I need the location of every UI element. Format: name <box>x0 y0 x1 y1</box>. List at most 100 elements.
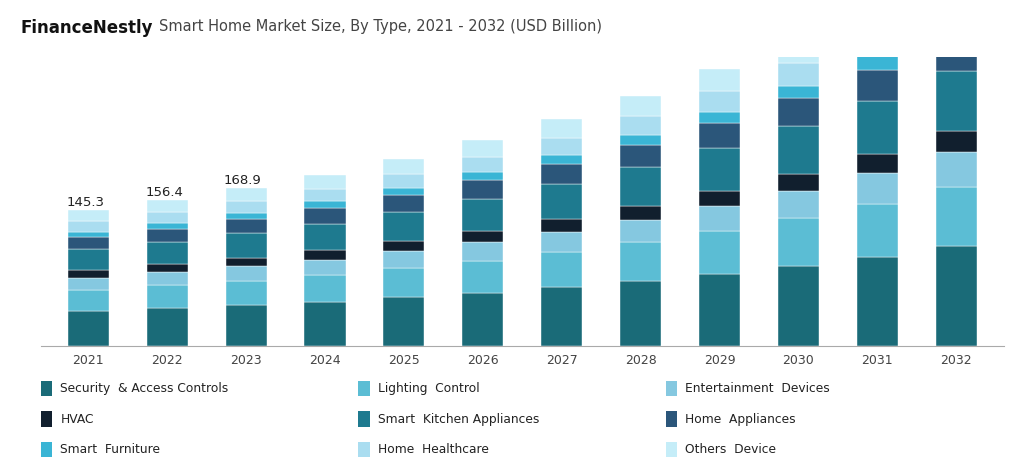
Bar <box>541 164 583 184</box>
Bar <box>936 187 977 246</box>
Bar <box>857 30 898 56</box>
Text: Smart  Furniture: Smart Furniture <box>60 443 161 456</box>
Bar <box>383 188 424 195</box>
Bar <box>462 199 504 231</box>
Bar <box>621 145 662 167</box>
Bar <box>699 148 740 191</box>
Text: Others  Device: Others Device <box>685 443 776 456</box>
Bar <box>621 281 662 346</box>
Bar <box>68 311 109 346</box>
Bar <box>68 231 109 237</box>
Bar <box>541 119 583 137</box>
Bar <box>68 249 109 270</box>
Bar <box>304 201 345 208</box>
Bar <box>699 112 740 123</box>
Bar <box>225 305 266 346</box>
Text: Security  & Access Controls: Security & Access Controls <box>60 382 228 395</box>
Bar <box>68 237 109 249</box>
Bar <box>225 233 266 258</box>
Bar <box>68 221 109 231</box>
Bar <box>778 63 819 86</box>
Bar <box>383 241 424 251</box>
Bar <box>857 3 898 30</box>
Bar <box>304 301 345 346</box>
Bar <box>541 252 583 287</box>
Bar <box>304 189 345 201</box>
Bar <box>304 208 345 224</box>
Bar <box>462 157 504 172</box>
Bar <box>541 287 583 346</box>
Bar <box>462 181 504 199</box>
Bar <box>68 290 109 311</box>
Bar <box>383 212 424 241</box>
Bar <box>936 131 977 152</box>
Bar <box>462 261 504 292</box>
Bar <box>225 201 266 213</box>
Bar <box>304 260 345 275</box>
Text: 145.3: 145.3 <box>67 196 104 209</box>
Bar <box>936 36 977 71</box>
Bar <box>304 250 345 260</box>
Bar <box>857 56 898 70</box>
Bar <box>936 246 977 346</box>
Bar <box>225 266 266 281</box>
Bar <box>462 292 504 346</box>
Text: FinanceNestly: FinanceNestly <box>20 19 153 37</box>
Bar <box>778 98 819 126</box>
Text: Smart  Kitchen Appliances: Smart Kitchen Appliances <box>378 412 540 426</box>
Bar <box>146 223 187 228</box>
Bar <box>383 251 424 268</box>
Bar <box>621 220 662 242</box>
Bar <box>146 200 187 212</box>
Bar <box>541 137 583 155</box>
Bar <box>699 91 740 112</box>
Bar <box>857 173 898 203</box>
Bar <box>621 167 662 206</box>
Bar <box>146 228 187 242</box>
Bar <box>541 184 583 219</box>
Bar <box>68 278 109 290</box>
Bar <box>699 69 740 91</box>
Text: Entertainment  Devices: Entertainment Devices <box>685 382 829 395</box>
Bar <box>699 274 740 346</box>
Bar <box>857 100 898 154</box>
Bar <box>225 281 266 305</box>
Bar <box>778 126 819 173</box>
Bar <box>699 206 740 231</box>
Bar <box>778 191 819 219</box>
Bar <box>778 219 819 266</box>
Bar <box>936 0 977 21</box>
Bar <box>936 71 977 131</box>
Bar <box>778 266 819 346</box>
Text: Smart Home Market Size, By Type, 2021 - 2032 (USD Billion): Smart Home Market Size, By Type, 2021 - … <box>159 19 602 34</box>
Bar <box>778 86 819 98</box>
Bar <box>225 258 266 266</box>
Bar <box>304 224 345 250</box>
Bar <box>225 219 266 233</box>
Bar <box>383 173 424 188</box>
Bar <box>383 159 424 173</box>
Text: 156.4: 156.4 <box>145 186 183 199</box>
Bar <box>304 175 345 189</box>
Bar <box>621 206 662 220</box>
Bar <box>621 242 662 281</box>
Bar <box>146 285 187 308</box>
Bar <box>462 140 504 157</box>
Bar <box>936 152 977 187</box>
Bar <box>68 210 109 221</box>
Bar <box>621 135 662 145</box>
Bar <box>778 173 819 191</box>
Bar <box>541 155 583 164</box>
Bar <box>699 123 740 148</box>
Bar <box>699 191 740 206</box>
Bar <box>383 297 424 346</box>
Bar <box>857 154 898 173</box>
Bar <box>541 232 583 252</box>
Text: Lighting  Control: Lighting Control <box>378 382 479 395</box>
Bar <box>462 231 504 242</box>
Bar <box>621 116 662 135</box>
Bar <box>462 242 504 261</box>
Bar <box>857 70 898 100</box>
Text: Home  Appliances: Home Appliances <box>685 412 796 426</box>
Bar <box>383 268 424 297</box>
